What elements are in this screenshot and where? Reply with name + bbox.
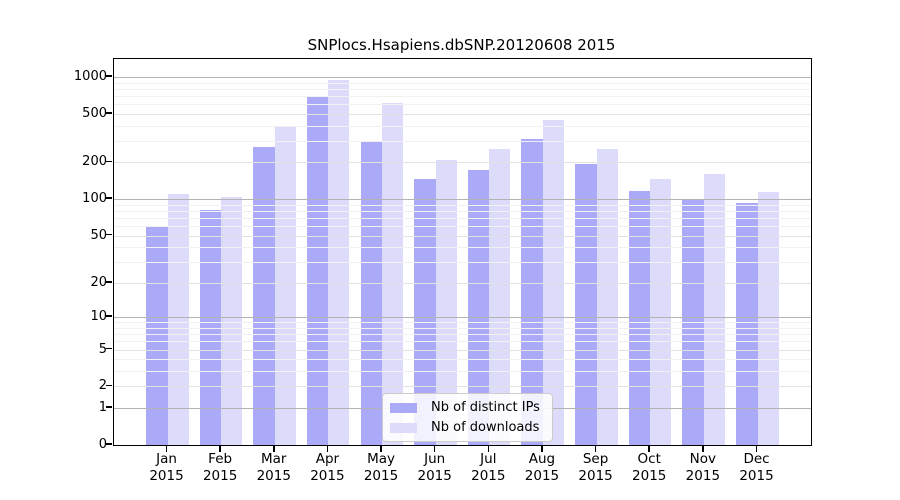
bar-downloads-dec (757, 191, 779, 445)
y-tick-50 (106, 233, 112, 236)
legend-label-downloads: Nb of downloads (431, 420, 540, 435)
bar-ips-jul (467, 169, 490, 445)
x-tick-label-jul: Jul 2015 (471, 451, 506, 484)
y-tick-20 (106, 281, 112, 283)
y-tick-1 (106, 406, 112, 408)
x-tick-jun (433, 446, 436, 452)
x-tick-may (380, 446, 382, 452)
bar-downloads-mar (274, 126, 296, 445)
bar-downloads-apr (328, 79, 350, 445)
bar-downloads-feb (221, 196, 243, 445)
y-tick-10 (106, 315, 112, 317)
x-tick-jan (165, 446, 168, 452)
bar-ips-aug (521, 139, 543, 445)
chart-title: SNPlocs.Hsapiens.dbSNP.20120608 2015 (307, 36, 616, 54)
y-tick-label-200: 200 (82, 154, 107, 170)
y-tick-1000 (106, 75, 112, 77)
y-tick-0 (106, 443, 112, 445)
bar-ips-jun (414, 178, 436, 445)
x-tick-feb (219, 446, 221, 452)
bar-ips-apr (306, 95, 329, 445)
x-tick-label-jun: Jun 2015 (417, 451, 452, 484)
bar-ips-nov (682, 199, 704, 445)
bar-ips-feb (199, 210, 222, 445)
y-tick-label-0: 0 (98, 437, 107, 452)
y-tick-label-5: 5 (98, 341, 107, 357)
y-tick-label-1: 1 (98, 400, 107, 416)
y-tick-label-20: 20 (90, 274, 107, 290)
x-tick-label-feb: Feb 2015 (202, 451, 238, 484)
x-tick-label-dec: Dec 2015 (739, 451, 774, 484)
y-tick-label-10: 10 (90, 309, 107, 325)
x-tick-label-may: May 2015 (363, 451, 399, 484)
legend-item-downloads: Nb of downloads (390, 420, 540, 435)
x-tick-oct (648, 446, 650, 452)
bar-ips-mar (253, 146, 275, 445)
x-tick-mar (273, 446, 275, 452)
y-tick-200 (106, 160, 112, 163)
y-tick-label-50: 50 (90, 227, 107, 243)
bar-downloads-nov (703, 174, 725, 445)
bar-downloads-jul (489, 149, 511, 445)
x-tick-label-nov: Nov 2015 (685, 451, 721, 484)
legend-swatch-distinct-ips (390, 402, 417, 413)
legend: Nb of distinct IPs Nb of downloads (382, 393, 553, 442)
legend-swatch-downloads (390, 422, 417, 433)
y-tick-label-100: 100 (82, 191, 107, 207)
bar-downloads-jun (435, 160, 457, 445)
y-tick-5 (106, 347, 112, 350)
x-tick-dec (755, 446, 758, 452)
bar-downloads-jan (167, 193, 189, 445)
y-tick-2 (106, 384, 112, 387)
bar-downloads-oct (650, 179, 672, 445)
bar-ips-oct (628, 190, 651, 445)
y-tick-label-2: 2 (98, 378, 107, 394)
bars-layer (114, 59, 811, 445)
bar-downloads-sep (596, 148, 618, 445)
x-tick-label-sep: Sep 2015 (578, 451, 613, 484)
x-tick-apr (326, 446, 329, 452)
x-tick-nov (702, 446, 704, 452)
bar-ips-may (360, 141, 383, 445)
x-tick-sep (594, 446, 597, 452)
x-tick-label-mar: Mar 2015 (256, 451, 291, 484)
legend-label-distinct-ips: Nb of distinct IPs (431, 400, 540, 415)
x-tick-label-jan: Jan 2015 (149, 451, 184, 484)
y-tick-label-500: 500 (82, 105, 107, 121)
plot-area: Nb of distinct IPs Nb of downloads (113, 58, 812, 446)
x-tick-label-aug: Aug 2015 (524, 451, 560, 484)
legend-item-distinct-ips: Nb of distinct IPs (390, 400, 540, 415)
y-tick-label-1000: 1000 (73, 68, 107, 84)
y-tick-500 (106, 112, 112, 114)
y-tick-100 (106, 197, 112, 199)
x-tick-jul (487, 446, 490, 452)
bar-ips-dec (736, 202, 758, 445)
x-tick-label-apr: Apr 2015 (310, 451, 345, 484)
bar-ips-jan (146, 226, 168, 445)
x-tick-aug (541, 446, 543, 452)
bar-downloads-aug (542, 120, 564, 445)
bar-ips-sep (575, 164, 597, 445)
x-tick-label-oct: Oct 2015 (632, 451, 667, 484)
